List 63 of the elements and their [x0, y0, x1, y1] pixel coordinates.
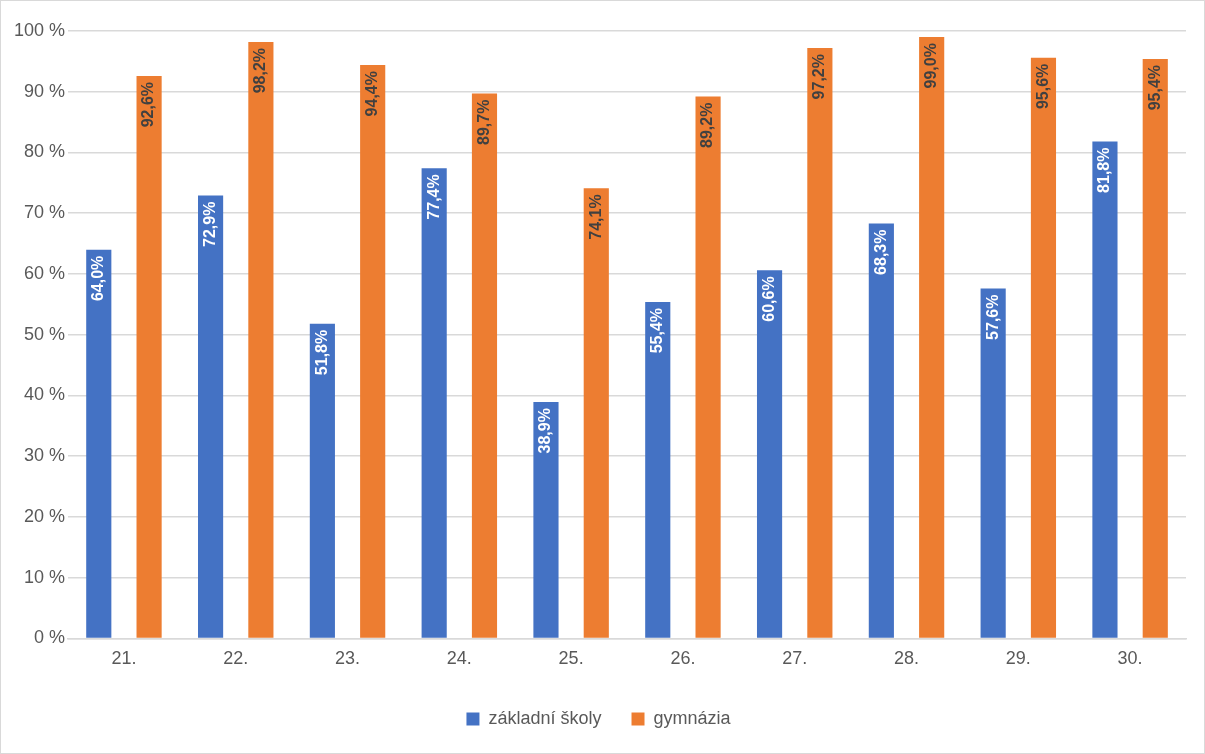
data-label: 99,0%: [922, 43, 940, 89]
bar: [1092, 141, 1118, 638]
data-label: 97,2%: [810, 54, 828, 100]
data-label: 51,8%: [312, 329, 330, 376]
bar: [86, 249, 112, 638]
bar: [1142, 58, 1168, 638]
bar: [471, 93, 498, 638]
x-tick-label: 30.: [1117, 648, 1143, 669]
data-label: 89,2%: [698, 102, 716, 148]
data-label: 72,9%: [200, 201, 218, 247]
y-tick-label: 20 %: [24, 505, 66, 526]
x-tick-label: 22.: [223, 648, 249, 669]
y-tick-label: 40 %: [24, 384, 66, 405]
y-tick-label: 10 %: [24, 566, 66, 587]
x-tick-label: 25.: [558, 648, 584, 669]
data-label: 77,4%: [424, 174, 442, 220]
data-label: 64,0%: [89, 255, 107, 302]
x-tick-label: 27.: [782, 648, 808, 669]
bar: [360, 65, 386, 638]
data-label: 92,6%: [139, 81, 157, 128]
x-tick-label: 21.: [111, 648, 137, 669]
data-label: 95,4%: [1145, 64, 1163, 111]
bar: [807, 48, 833, 638]
bar: [309, 323, 335, 638]
data-label: 94,4%: [363, 71, 381, 117]
x-tick-label: 29.: [1005, 648, 1031, 669]
bar: [645, 301, 671, 638]
data-label: 95,6%: [1033, 63, 1051, 110]
x-tick-label: 26.: [670, 648, 696, 669]
bar: [533, 402, 559, 638]
bar: [136, 75, 162, 638]
data-label: 74,1%: [586, 194, 604, 240]
y-tick-label: 50 %: [24, 323, 66, 344]
bar: [198, 195, 224, 638]
data-label: 38,9%: [536, 408, 554, 454]
data-label: 57,6%: [983, 294, 1001, 340]
data-label: 55,4%: [648, 307, 666, 354]
data-label: 89,7%: [474, 99, 492, 145]
y-tick-label: 80 %: [24, 141, 66, 162]
bar: [919, 37, 945, 638]
bar: [583, 188, 609, 638]
bar: [421, 168, 447, 638]
bar: [1030, 57, 1057, 638]
bar: [756, 270, 783, 638]
y-tick-label: 30 %: [24, 445, 66, 466]
legend-label: gymnázia: [653, 707, 732, 728]
data-label: 68,3%: [871, 229, 889, 275]
x-tick-label: 23.: [335, 648, 361, 669]
legend-label: základní školy: [488, 707, 602, 728]
x-tick-label: 28.: [893, 648, 920, 669]
x-tick-label: 24.: [446, 648, 472, 669]
y-tick-label: 70 %: [24, 202, 66, 223]
bar: [868, 223, 894, 638]
y-tick-label: 0 %: [34, 627, 66, 648]
data-label: 98,2%: [251, 47, 269, 94]
data-label: 81,8%: [1095, 147, 1113, 193]
data-label: 60,6%: [759, 276, 777, 322]
bar: [695, 96, 721, 638]
y-tick-label: 100 %: [13, 19, 66, 40]
y-tick-label: 90 %: [24, 80, 66, 101]
bar: [248, 41, 274, 638]
bar: [980, 288, 1006, 638]
y-tick-label: 60 %: [24, 262, 66, 283]
